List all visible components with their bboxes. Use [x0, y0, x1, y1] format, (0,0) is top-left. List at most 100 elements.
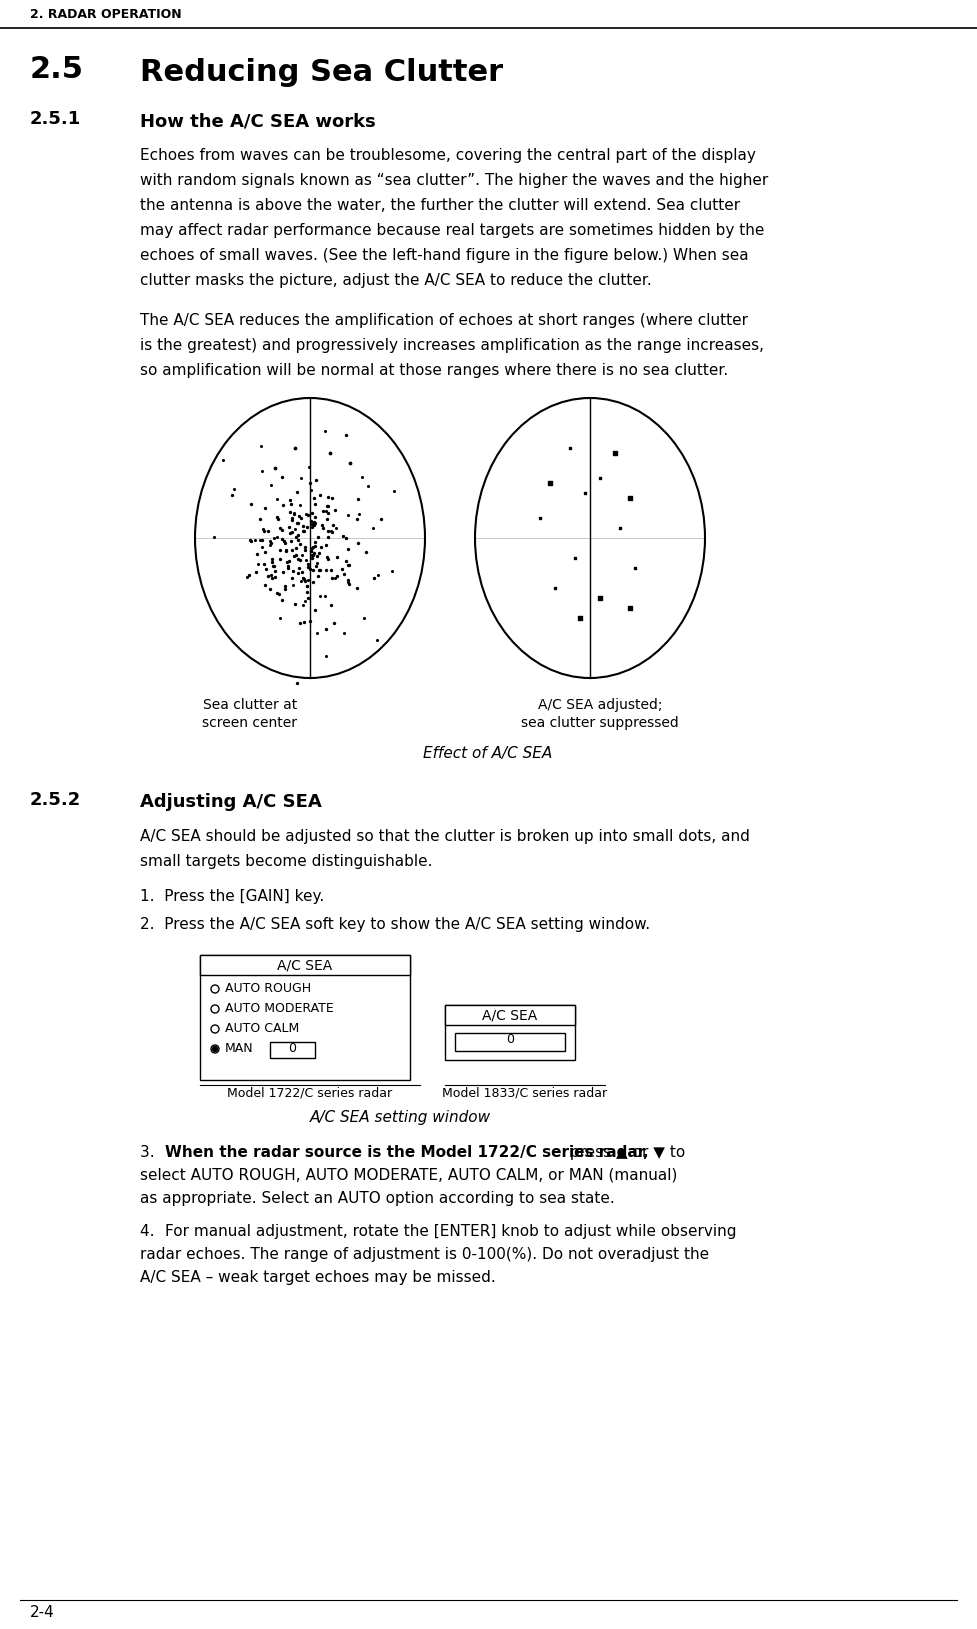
Point — [280, 555, 296, 582]
Point — [263, 575, 278, 601]
Point — [264, 549, 279, 575]
Point — [292, 547, 308, 573]
Point — [307, 512, 322, 538]
Point — [296, 591, 312, 617]
Point — [248, 559, 264, 585]
Point — [281, 549, 297, 575]
Point — [312, 557, 327, 583]
Text: sea clutter suppressed: sea clutter suppressed — [521, 717, 679, 730]
Point — [269, 487, 284, 513]
Point — [293, 464, 309, 490]
Point — [238, 564, 254, 590]
Point — [254, 534, 270, 560]
Point — [304, 477, 319, 503]
Point — [364, 515, 380, 541]
Point — [307, 510, 322, 536]
Point — [275, 586, 290, 613]
Point — [340, 570, 356, 596]
Point — [290, 546, 306, 572]
Point — [293, 609, 309, 635]
Point — [295, 513, 311, 539]
Point — [592, 464, 608, 490]
Point — [622, 595, 638, 621]
Point — [309, 466, 324, 492]
Point — [351, 485, 366, 512]
Point — [305, 515, 320, 541]
Point — [326, 497, 342, 523]
Point — [306, 541, 321, 567]
Point — [336, 560, 352, 586]
Point — [319, 492, 335, 518]
Point — [255, 516, 271, 542]
Point — [335, 523, 351, 549]
Text: Sea clutter at: Sea clutter at — [203, 697, 297, 712]
Point — [226, 476, 241, 502]
Text: When the radar source is the Model 1722/C series radar,: When the radar source is the Model 1722/… — [165, 1145, 649, 1160]
Point — [295, 518, 311, 544]
Point — [342, 450, 358, 476]
Point — [286, 516, 302, 542]
Text: echoes of small waves. (See the left-hand figure in the figure below.) When sea: echoes of small waves. (See the left-han… — [140, 248, 748, 262]
Point — [241, 562, 257, 588]
Point — [369, 627, 385, 653]
Point — [354, 464, 369, 490]
Text: 3.: 3. — [140, 1145, 164, 1160]
Point — [319, 544, 335, 570]
Point — [305, 534, 320, 560]
Text: A/C SEA adjusted;: A/C SEA adjusted; — [537, 697, 662, 712]
Point — [308, 596, 323, 622]
Text: 2-4: 2-4 — [30, 1605, 55, 1619]
Point — [307, 533, 322, 559]
FancyBboxPatch shape — [445, 1005, 575, 1060]
Point — [306, 510, 321, 536]
Text: A/C SEA setting window: A/C SEA setting window — [310, 1109, 490, 1126]
Text: Reducing Sea Clutter: Reducing Sea Clutter — [140, 59, 503, 86]
Point — [607, 440, 622, 466]
Point — [319, 507, 335, 533]
Point — [284, 565, 300, 591]
Point — [313, 583, 328, 609]
Point — [577, 481, 593, 507]
Point — [310, 551, 325, 577]
Text: screen center: screen center — [202, 717, 298, 730]
Point — [293, 567, 309, 593]
Point — [336, 619, 352, 645]
Text: How the A/C SEA works: How the A/C SEA works — [140, 112, 376, 130]
Point — [260, 562, 276, 588]
Text: Model 1722/C series radar: Model 1722/C series radar — [228, 1087, 393, 1100]
Point — [272, 580, 287, 606]
Point — [264, 472, 279, 498]
Point — [243, 528, 259, 554]
Text: 4.: 4. — [140, 1223, 164, 1240]
Text: MAN: MAN — [225, 1043, 254, 1056]
Point — [284, 505, 300, 531]
Text: with random signals known as “sea clutter”. The higher the waves and the higher: with random signals known as “sea clutte… — [140, 173, 768, 187]
Point — [322, 440, 338, 466]
FancyBboxPatch shape — [200, 955, 410, 976]
Point — [568, 546, 583, 572]
Point — [287, 590, 303, 616]
Point — [286, 542, 302, 569]
Point — [242, 526, 258, 552]
Text: clutter masks the picture, adjust the A/C SEA to reduce the clutter.: clutter masks the picture, adjust the A/… — [140, 274, 652, 288]
Point — [279, 549, 295, 575]
Point — [275, 518, 290, 544]
Point — [289, 510, 305, 536]
Point — [270, 525, 285, 551]
Point — [306, 542, 321, 569]
Point — [273, 606, 288, 632]
Point — [324, 565, 340, 591]
Point — [369, 562, 385, 588]
Point — [349, 575, 364, 601]
Point — [573, 604, 588, 630]
Point — [341, 536, 357, 562]
Point — [300, 580, 316, 606]
Point — [319, 533, 334, 559]
Point — [288, 525, 304, 551]
Point — [350, 507, 365, 533]
Point — [290, 521, 306, 547]
Point — [338, 547, 354, 573]
Point — [386, 479, 402, 505]
Point — [272, 538, 287, 564]
Point — [296, 518, 312, 544]
